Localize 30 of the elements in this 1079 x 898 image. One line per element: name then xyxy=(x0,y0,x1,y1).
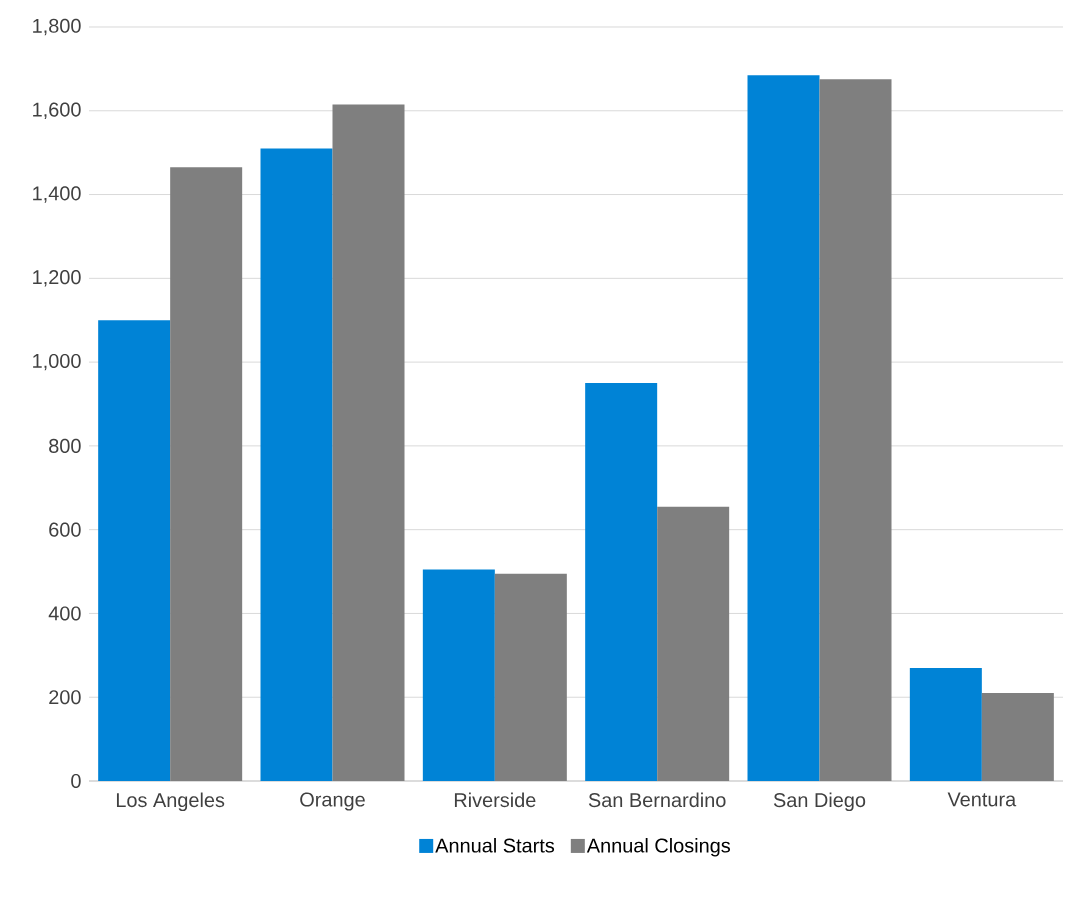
y-tick-label: 1,200 xyxy=(33,270,81,287)
y-tick-label: 0 xyxy=(71,773,81,789)
bar xyxy=(909,667,982,781)
bar xyxy=(332,104,405,781)
bar xyxy=(98,320,171,781)
x-tick-label: San Bernardino xyxy=(588,792,726,808)
y-tick-label: 800 xyxy=(49,438,81,453)
y-tick-label: 400 xyxy=(48,606,81,621)
bar xyxy=(585,383,658,781)
x-tick-label: Riverside xyxy=(454,792,536,808)
bar xyxy=(981,693,1054,781)
legend-label: Annual Closings xyxy=(586,837,731,857)
x-tick-label: Ventura xyxy=(947,792,1017,807)
bar xyxy=(494,573,567,781)
x-tick-label: Orange xyxy=(300,792,365,811)
bar xyxy=(819,79,892,781)
y-tick-label: 1,000 xyxy=(33,353,81,371)
bar xyxy=(260,148,333,781)
legend-label: Annual Starts xyxy=(435,837,555,853)
bar xyxy=(422,569,495,781)
y-tick-label: 1,600 xyxy=(33,102,81,119)
y-tick-label: 600 xyxy=(49,522,81,537)
bar xyxy=(170,167,243,781)
y-tick-label: 1,800 xyxy=(33,18,81,36)
bar xyxy=(657,506,730,781)
bar xyxy=(747,75,820,781)
y-tick-label: 1,400 xyxy=(33,186,81,203)
x-tick-label: Los Angeles xyxy=(116,792,225,812)
x-tick-label: San Diego xyxy=(773,792,866,812)
y-tick-label: 200 xyxy=(49,690,81,705)
